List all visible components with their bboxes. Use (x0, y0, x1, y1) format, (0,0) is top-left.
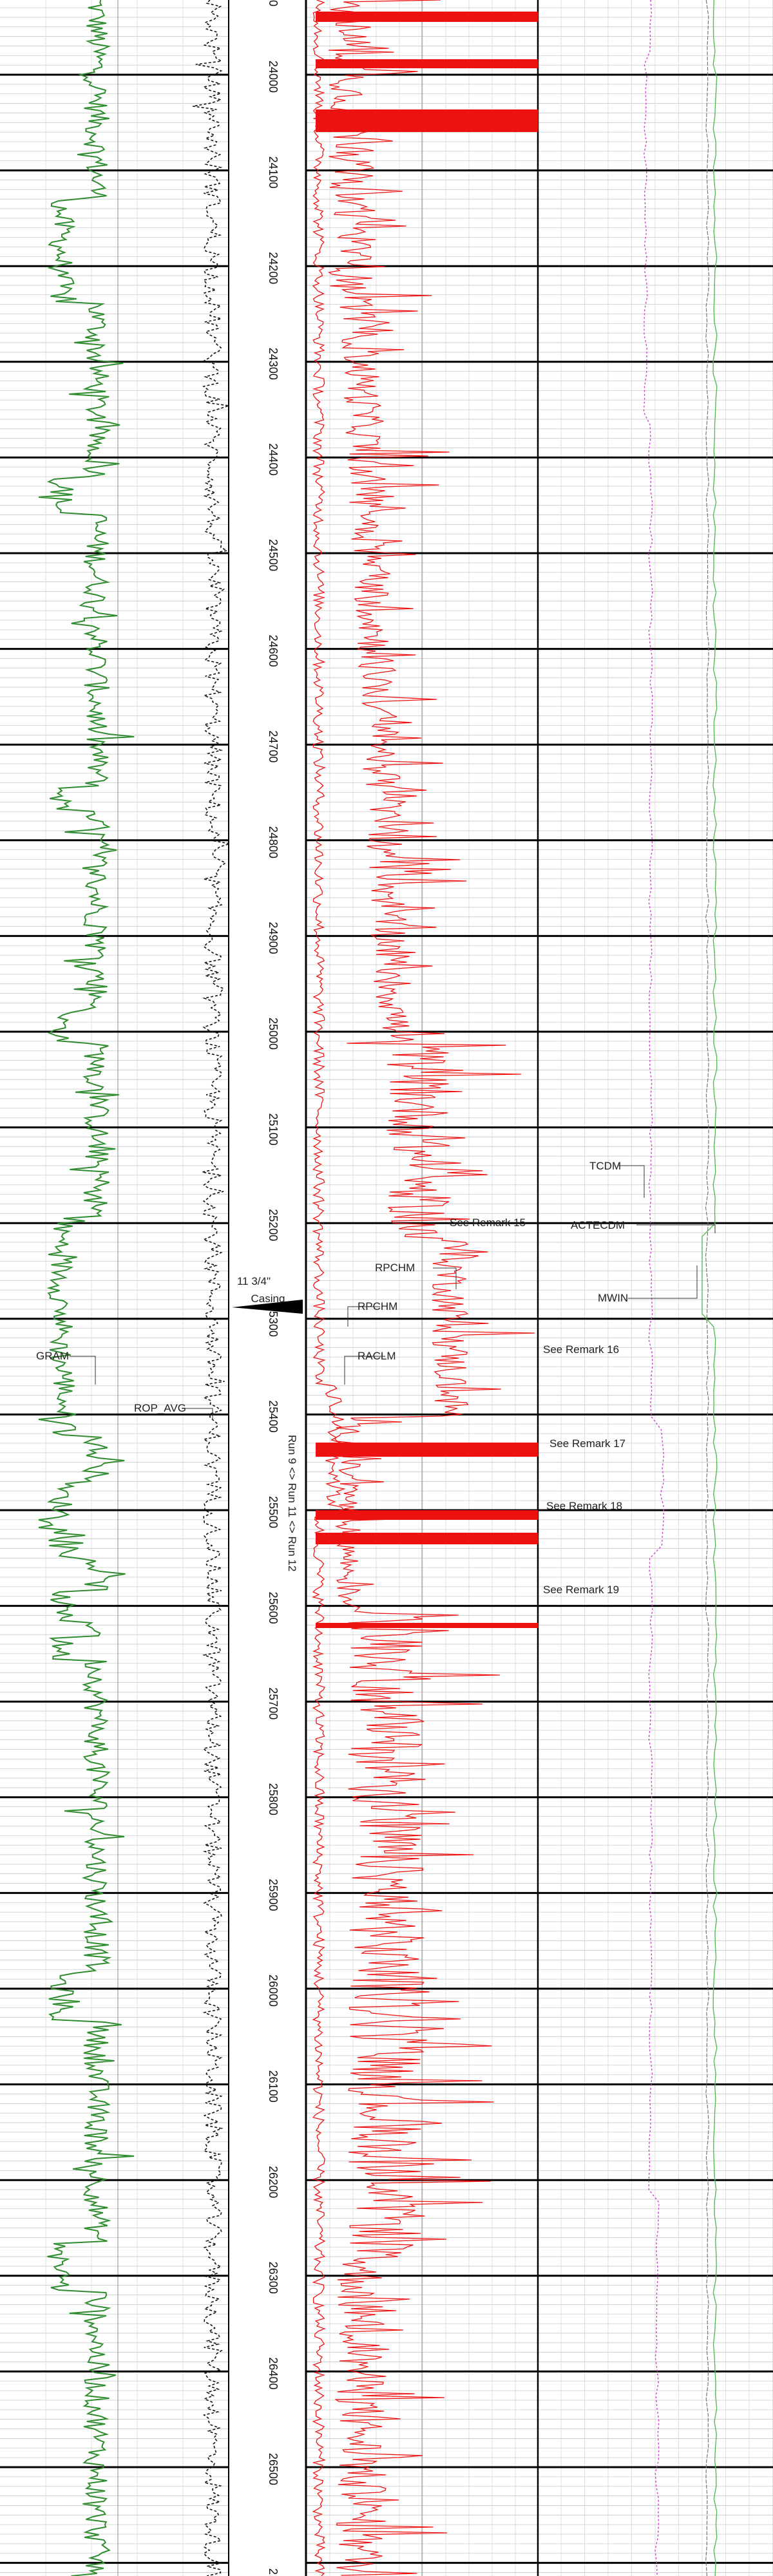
depth-labels: 24000 24100 24200 24300 24400 24500 24600 24700… (267, 61, 280, 2485)
depth-label: 25800 (267, 1783, 280, 1815)
curve-label-rop-avg: ROP_AVG (134, 1402, 186, 1414)
bottom-partial-depth-label: 2 (267, 2568, 280, 2575)
depth-label: 24000 (267, 61, 280, 93)
casing-label-line2: Casing (251, 1293, 285, 1305)
casing-shoe-marker (232, 1300, 303, 1314)
leader-line (182, 1408, 213, 1420)
curve-label-mwin: MWIN (598, 1292, 628, 1304)
remark-15: See Remark 15 (450, 1217, 526, 1229)
run-label: Run 9 <> Run 11 <> Run 12 (286, 1435, 298, 1571)
remark-16: See Remark 16 (543, 1343, 619, 1356)
raclm-curve (312, 0, 346, 2576)
gram-curve (38, 0, 135, 2576)
curve-label-actecdm: ACTECDM (571, 1219, 625, 1231)
rop-avg-curve (193, 0, 230, 2576)
resistivity-clipped-band (316, 59, 538, 68)
depth-label: 25600 (267, 1592, 280, 1624)
resistivity-clipped-band (316, 12, 538, 22)
resistivity-clipped-band (316, 1533, 538, 1544)
tcdm-curve (643, 0, 665, 2576)
depth-label: 26300 (267, 2262, 280, 2294)
depth-label: 24100 (267, 156, 280, 189)
resistivity-clipped-band (316, 1443, 538, 1457)
depth-label: 24900 (267, 922, 280, 954)
leader-line (70, 1356, 96, 1385)
resistivity-clipped-band (316, 109, 538, 132)
leader-line (618, 1165, 645, 1198)
depth-label: 26200 (267, 2166, 280, 2198)
casing-label-line1: 11 3/4" (237, 1275, 271, 1287)
actecdm-curve (701, 0, 718, 2576)
depth-label: 25100 (267, 1113, 280, 1146)
depth-label: 24600 (267, 635, 280, 667)
leader-line (344, 1356, 385, 1385)
leader-line (628, 1265, 698, 1299)
depth-label: 24800 (267, 826, 280, 858)
annotations: GRAM ROP_AVG RPCHM RPCHM RACLM TCDM ACTE… (36, 0, 716, 2575)
depth-label: 24500 (267, 539, 280, 571)
log-curves (38, 0, 718, 2576)
depth-label: 24300 (267, 348, 280, 380)
depth-label: 26100 (267, 2070, 280, 2103)
top-partial-depth-label: 0 (267, 0, 280, 6)
curve-label-gram: GRAM (36, 1350, 69, 1362)
resistivity-clipped-band (316, 1510, 538, 1520)
rpchm-curve (327, 0, 535, 2576)
depth-label: 25500 (267, 1496, 280, 1528)
depth-label: 25900 (267, 1879, 280, 1911)
remark-17: See Remark 17 (549, 1437, 625, 1450)
leader-line (636, 1224, 716, 1233)
depth-label: 26500 (267, 2453, 280, 2485)
depth-label: 24200 (267, 252, 280, 284)
depth-label: 24400 (267, 443, 280, 475)
curve-label-tcdm: TCDM (589, 1160, 621, 1172)
depth-label: 25000 (267, 1018, 280, 1050)
depth-label: 26400 (267, 2357, 280, 2389)
leader-line (347, 1306, 380, 1327)
resistivity-clipped-band (316, 1623, 538, 1628)
depth-label: 25300 (267, 1305, 280, 1337)
curve-label-rpchm-1: RPCHM (375, 1262, 415, 1274)
leader-line (433, 1267, 457, 1289)
mwin-curve (705, 0, 710, 2576)
depth-label: 24700 (267, 730, 280, 762)
remark-19: See Remark 19 (543, 1584, 619, 1596)
depth-label: 26000 (267, 1975, 280, 2007)
remark-18: See Remark 18 (546, 1500, 622, 1512)
depth-label: 25700 (267, 1687, 280, 1719)
depth-label: 25400 (267, 1400, 280, 1432)
depth-label: 25200 (267, 1209, 280, 1241)
